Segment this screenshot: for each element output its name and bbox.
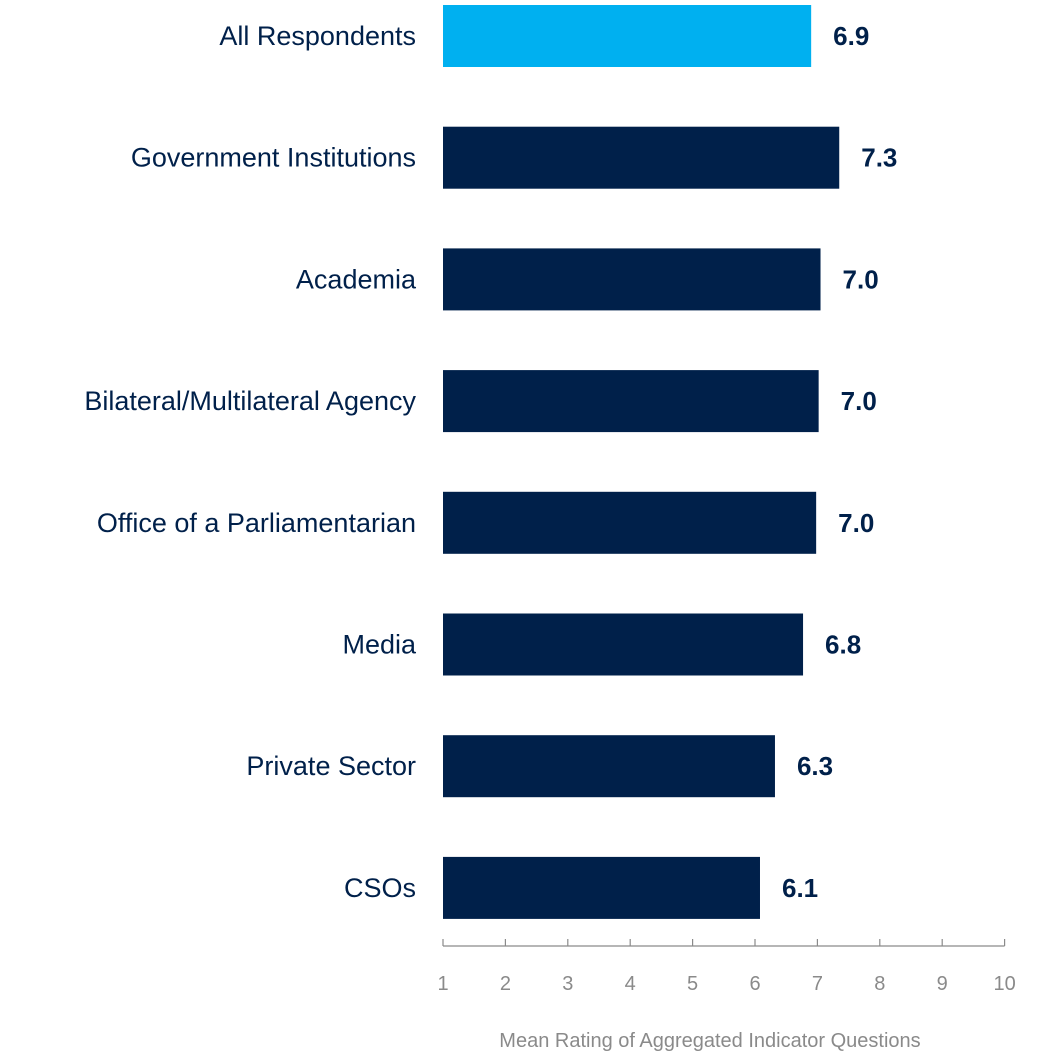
x-axis-title: Mean Rating of Aggregated Indicator Ques… [499, 1030, 920, 1052]
category-label-4: Office of a Parliamentarian [97, 508, 416, 538]
category-label-1: Government Institutions [131, 143, 416, 173]
category-label-3: Bilateral/Multilateral Agency [84, 386, 416, 416]
value-label-7: 6.1 [782, 873, 818, 903]
bar-7 [443, 856, 760, 919]
category-label-5: Media [342, 630, 417, 660]
bar-0 [443, 5, 812, 67]
x-tick-label-2: 3 [562, 973, 573, 995]
value-label-2: 7.0 [843, 264, 879, 294]
bars: All Respondents 6.9 Government Institution… [84, 5, 897, 919]
value-label-1: 7.3 [861, 143, 897, 173]
bar-3 [443, 370, 819, 433]
value-label-0: 6.9 [833, 21, 869, 51]
x-tick-label-1: 2 [500, 973, 511, 995]
value-label-4: 7.0 [838, 508, 874, 538]
bar-4 [443, 491, 817, 554]
x-axis: 1 2 3 4 5 6 7 8 9 10 [437, 939, 1016, 995]
category-label-7: CSOs [344, 873, 416, 903]
category-label-0: All Respondents [219, 21, 416, 51]
bar-6 [443, 735, 775, 798]
value-label-6: 6.3 [797, 751, 833, 781]
x-tick-label-5: 6 [749, 973, 760, 995]
bar-2 [443, 248, 821, 311]
x-tick-label-3: 4 [625, 973, 636, 995]
x-tick-label-8: 9 [937, 973, 948, 995]
category-label-2: Academia [296, 264, 417, 294]
value-label-5: 6.8 [825, 630, 861, 660]
x-tick-label-7: 8 [874, 973, 885, 995]
x-tick-label-0: 1 [437, 973, 448, 995]
bar-1 [443, 126, 840, 189]
bar-5 [443, 613, 804, 676]
x-tick-label-6: 7 [812, 973, 823, 995]
x-tick-label-9: 10 [993, 973, 1015, 995]
category-label-6: Private Sector [246, 751, 416, 781]
value-label-3: 7.0 [841, 386, 877, 416]
x-tick-label-4: 5 [687, 973, 698, 995]
